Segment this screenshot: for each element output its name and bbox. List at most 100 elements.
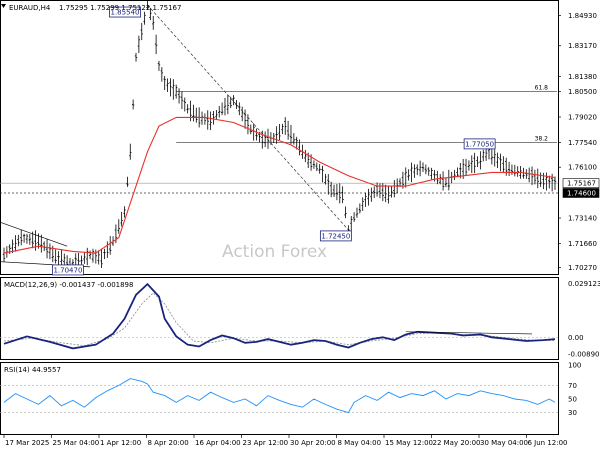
- price-bar: [292, 133, 296, 145]
- price-bar: [129, 143, 132, 160]
- price-bar: [329, 181, 333, 198]
- price-bar: [42, 241, 46, 252]
- price-bar: [404, 167, 407, 188]
- price-bar: [40, 234, 43, 253]
- price-bar: [97, 250, 100, 265]
- macd-tick-label: 0.029123: [568, 280, 600, 288]
- price-bar: [180, 91, 184, 110]
- price-bar: [123, 206, 126, 218]
- price-bar: [530, 166, 534, 186]
- dropdown-triangle-icon[interactable]: [1, 4, 6, 8]
- price-bar: [278, 124, 281, 140]
- price-bar: [490, 146, 494, 165]
- price-bar: [536, 168, 539, 189]
- price-bar: [223, 97, 227, 116]
- price-bar: [229, 96, 232, 108]
- price-bar: [482, 149, 485, 162]
- price-bar: [284, 117, 287, 135]
- price-bar: [421, 162, 425, 173]
- rsi-panel: [0, 362, 559, 435]
- price-bar: [467, 160, 471, 171]
- price-annotation-label-3: 1.70470: [53, 266, 82, 274]
- price-bar: [131, 99, 135, 110]
- price-bar: [25, 233, 29, 244]
- price-panel-title: EURAUD,H4: [9, 4, 51, 12]
- price-bar: [34, 230, 37, 251]
- price-layer: Action Forex 61.8 38.2 1.85540 1.77050 1.7245…: [0, 0, 558, 276]
- price-annotation-label-1: 1.77050: [465, 140, 494, 148]
- price-bar: [344, 206, 347, 219]
- price-tick-label: 1.79020: [568, 114, 597, 122]
- price-bar: [341, 186, 344, 204]
- price-bar: [212, 111, 215, 125]
- price-tick-label: 1.73140: [568, 215, 597, 223]
- price-bar: [140, 22, 143, 41]
- price-bar: [315, 162, 319, 172]
- x-tick-label: 16 Apr 04:00: [195, 439, 241, 447]
- price-bar: [263, 131, 267, 148]
- price-bar: [14, 235, 17, 252]
- price-bar: [117, 219, 120, 234]
- price-bar: [393, 180, 396, 198]
- fib-label-0: 61.8: [535, 85, 549, 92]
- macd-main-line: [3, 282, 556, 350]
- price-bar: [502, 156, 505, 174]
- macd-signal-line: [3, 292, 556, 347]
- price-bar: [493, 149, 496, 167]
- rsi-tick-label: 100: [568, 362, 581, 370]
- price-bar: [327, 174, 330, 195]
- price-bar: [94, 249, 98, 264]
- price-bar: [88, 250, 92, 260]
- macd-tick-label: 0.00: [568, 334, 584, 342]
- macd-panel-title: MACD(12,26,9) -0.001437 -0.001898: [4, 281, 133, 289]
- price-bar: [189, 100, 192, 122]
- price-bar: [384, 184, 387, 203]
- price-bar: [17, 234, 20, 247]
- axis-layer: 1.84930 1.83170 1.81380 1.80500 1.79020 1.775…: [1, 4, 600, 447]
- price-bar: [174, 84, 178, 99]
- price-bar: [235, 100, 238, 109]
- price-bar: [183, 97, 186, 112]
- macd-panel: [0, 277, 559, 360]
- price-tag-label-0: 1.75167: [567, 180, 596, 188]
- price-bar: [45, 239, 49, 259]
- price-bar: [476, 156, 479, 167]
- price-tick-label: 1.70270: [568, 264, 597, 272]
- price-bar: [533, 169, 537, 185]
- price-bar: [410, 162, 413, 183]
- x-tick-label: 30 May 04:00: [480, 439, 528, 447]
- price-bar: [169, 78, 172, 97]
- price-bar: [332, 184, 336, 197]
- price-bar: [255, 128, 258, 141]
- price-bar: [298, 139, 301, 156]
- price-bar: [154, 34, 158, 55]
- price-bar: [80, 255, 83, 265]
- price-bar: [108, 236, 112, 255]
- rsi-tick-label: 30: [568, 409, 577, 417]
- price-tick-label: 1.77540: [568, 139, 597, 147]
- price-tag-label-1: 1.74600: [567, 189, 596, 197]
- price-bar: [496, 152, 499, 169]
- price-bar: [335, 184, 339, 201]
- price-bar: [54, 249, 57, 264]
- rsi-layer: [0, 378, 558, 414]
- price-tag-box-1: [562, 188, 600, 198]
- price-bar: [387, 185, 390, 204]
- price-bar: [103, 248, 106, 260]
- rsi-line: [3, 378, 556, 414]
- price-bar: [240, 106, 244, 122]
- price-bar: [510, 164, 514, 175]
- price-bar: [470, 155, 473, 174]
- price-bar: [146, 0, 149, 10]
- price-bar: [545, 172, 548, 191]
- price-tick-label: 1.84930: [568, 12, 597, 20]
- price-bar: [553, 176, 557, 190]
- price-bar: [513, 164, 517, 177]
- price-bar: [358, 203, 362, 214]
- price-bar: [416, 164, 419, 176]
- price-tick-label: 1.76100: [568, 164, 597, 172]
- price-bar: [252, 123, 255, 141]
- price-bar: [525, 169, 528, 179]
